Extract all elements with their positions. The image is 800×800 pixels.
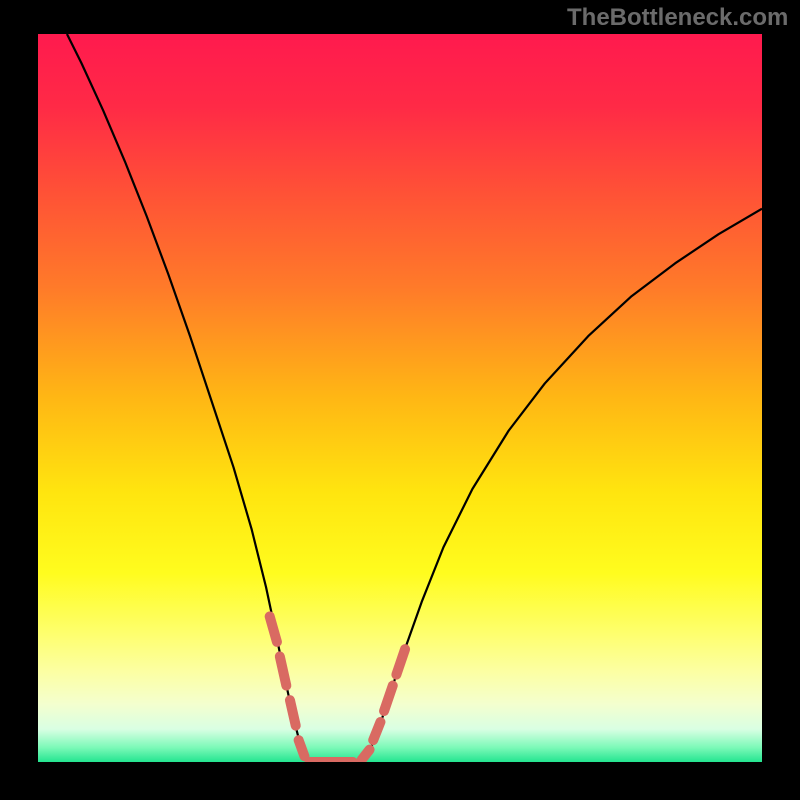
highlight-segment: [299, 740, 305, 756]
highlight-segment: [362, 750, 370, 760]
highlight-segment: [280, 656, 287, 685]
highlight-segment: [290, 700, 296, 725]
highlight-segment: [373, 722, 380, 740]
chart-plot-area: [38, 34, 762, 762]
chart-svg: [38, 34, 762, 762]
watermark-text: TheBottleneck.com: [567, 4, 788, 32]
highlight-segment: [270, 616, 277, 641]
